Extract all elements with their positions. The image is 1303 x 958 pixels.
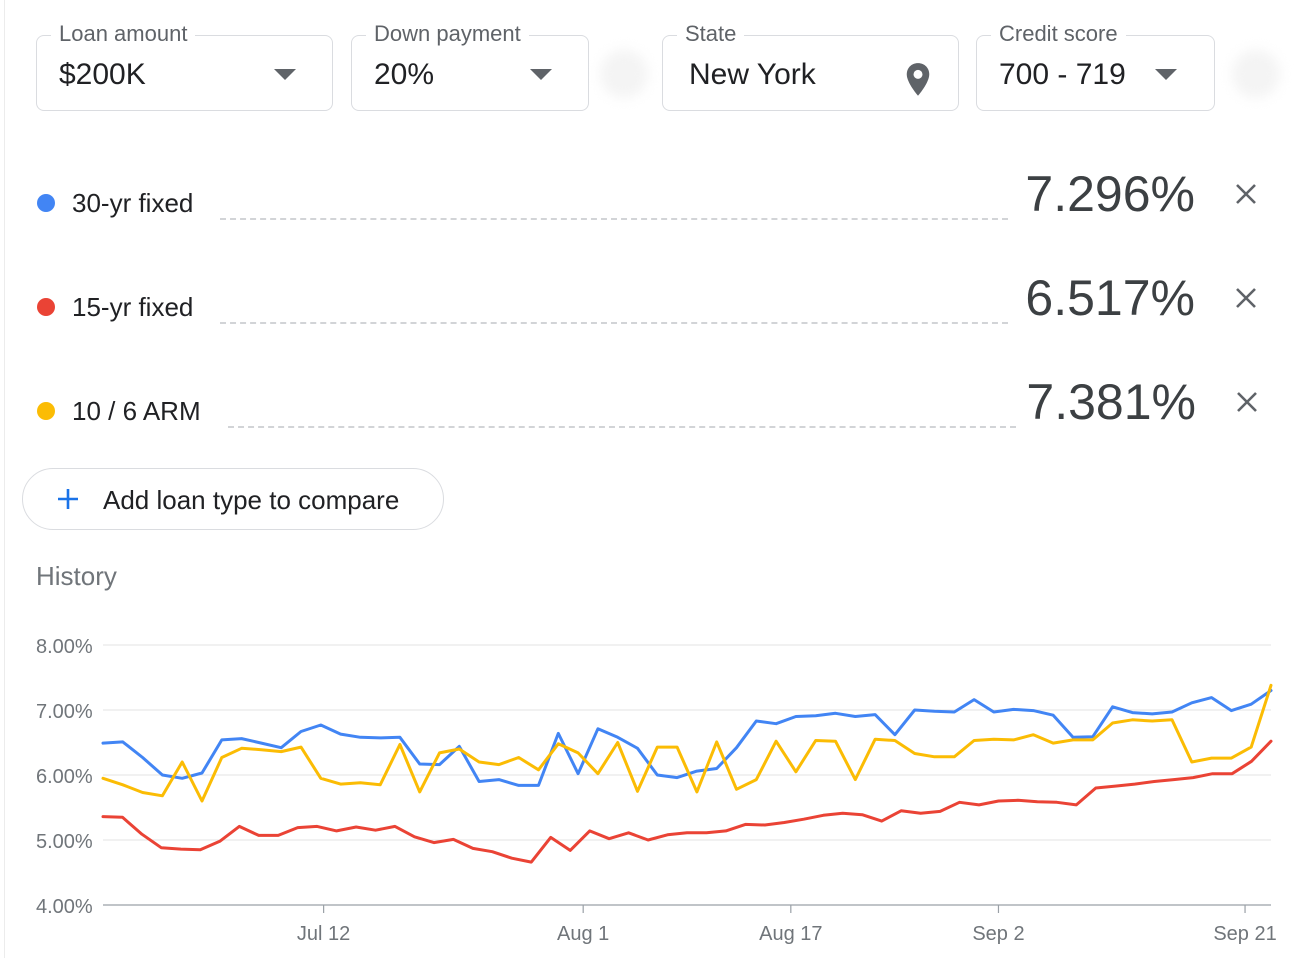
- x-tick-label: Jul 12: [297, 923, 350, 945]
- loan-type-label: 15-yr fixed: [72, 292, 194, 322]
- series-color-dot: [37, 402, 55, 420]
- y-tick-label: 4.00%: [36, 896, 93, 918]
- loan-rate: 6.517%: [1025, 270, 1195, 326]
- dotted-leader: [220, 218, 1008, 220]
- close-icon[interactable]: [1234, 286, 1258, 310]
- loan-type-label: 10 / 6 ARM: [72, 396, 201, 426]
- y-tick-label: 8.00%: [36, 636, 93, 658]
- y-tick-label: 6.00%: [36, 766, 93, 788]
- left-edge-divider: [4, 0, 5, 958]
- y-tick-label: 5.00%: [36, 831, 93, 853]
- series-line-30yr: [101, 689, 1273, 787]
- loan-rate: 7.381%: [1026, 374, 1196, 430]
- x-tick-label: Sep 21: [1213, 923, 1276, 945]
- add-loan-type-button[interactable]: Add loan type to compare: [22, 468, 444, 530]
- chevron-down-icon: [530, 69, 552, 80]
- dotted-leader: [220, 322, 1008, 324]
- credit-score-value: 700 - 719: [999, 58, 1126, 91]
- loan-amount-label: Loan amount: [51, 20, 196, 48]
- location-pin-icon[interactable]: [904, 62, 932, 98]
- state-select[interactable]: State New York: [662, 20, 959, 111]
- series-line-arm: [101, 683, 1273, 803]
- chevron-down-icon: [1155, 69, 1177, 80]
- down-payment-value: 20%: [374, 58, 435, 91]
- close-icon[interactable]: [1235, 390, 1259, 414]
- dotted-leader: [228, 426, 1016, 428]
- state-label: State: [677, 20, 745, 48]
- loan-row-15yr: 15-yr fixed 6.517%: [0, 264, 1303, 344]
- scroll-shadow: [1232, 50, 1280, 98]
- series-line-15yr: [101, 739, 1273, 864]
- scroll-shadow: [600, 50, 648, 98]
- credit-score-select[interactable]: Credit score 700 - 719: [976, 20, 1215, 111]
- series-color-dot: [37, 194, 55, 212]
- loan-amount-select[interactable]: Loan amount $200K: [36, 20, 333, 111]
- series-color-dot: [37, 298, 55, 316]
- down-payment-select[interactable]: Down payment 20%: [351, 20, 589, 111]
- state-value: New York: [689, 58, 816, 91]
- loan-row-30yr: 30-yr fixed 7.296%: [0, 160, 1303, 240]
- chevron-down-icon: [274, 69, 296, 80]
- x-tick-label: Sep 2: [972, 923, 1024, 945]
- history-title: History: [36, 561, 117, 591]
- add-loan-type-label: Add loan type to compare: [103, 485, 400, 515]
- down-payment-label: Down payment: [366, 20, 529, 48]
- credit-score-label: Credit score: [991, 20, 1126, 48]
- loan-amount-value: $200K: [59, 58, 146, 91]
- x-tick-label: Aug 17: [759, 923, 822, 945]
- y-tick-label: 7.00%: [36, 701, 93, 723]
- loan-row-arm: 10 / 6 ARM 7.381%: [0, 368, 1303, 448]
- loan-type-label: 30-yr fixed: [72, 188, 194, 218]
- x-tick-label: Aug 1: [557, 923, 609, 945]
- plus-icon: [58, 489, 78, 509]
- loan-rate: 7.296%: [1025, 166, 1195, 222]
- close-icon[interactable]: [1234, 182, 1258, 206]
- rate-history-chart: 8.00% 7.00% 6.00% 5.00% 4.00% Jul 12 Aug 1 Aug …: [36, 636, 1277, 945]
